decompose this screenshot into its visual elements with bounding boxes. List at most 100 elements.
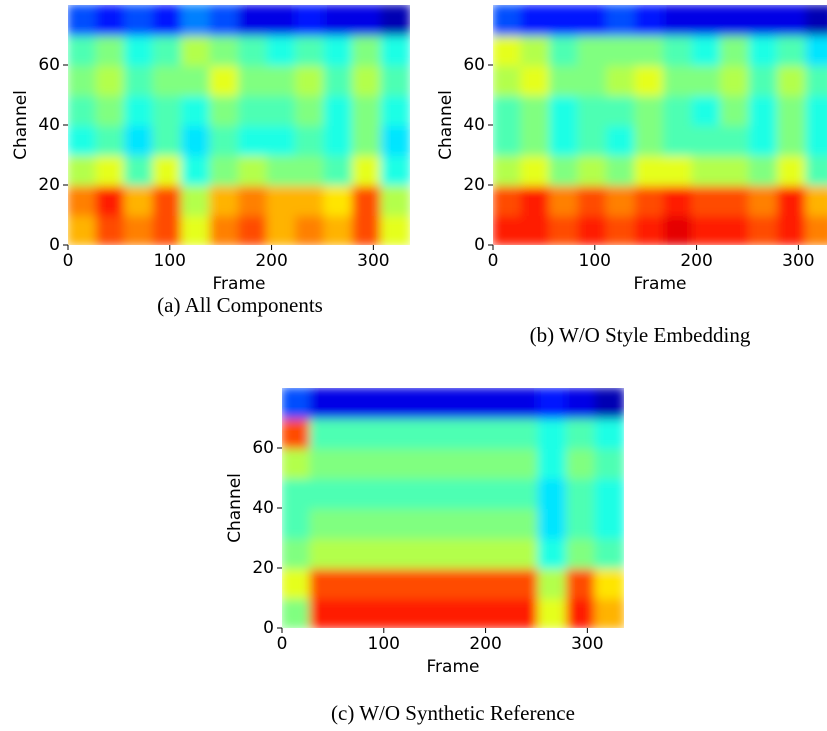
heatmap-cell <box>238 64 269 96</box>
heatmap-cell <box>805 184 827 216</box>
heatmap-cell <box>238 154 269 186</box>
heatmap-cell <box>566 477 597 509</box>
heatmap-cell <box>338 507 369 539</box>
heatmap-cell <box>537 417 568 449</box>
heatmap-cell <box>509 567 540 599</box>
heatmap-cell <box>594 567 624 599</box>
heatmap-cell <box>352 34 383 66</box>
heatmap-cell <box>181 214 212 245</box>
heatmap-cell <box>720 154 751 186</box>
heatmap-cell <box>423 477 454 509</box>
x-tick-label: 0 <box>63 251 74 271</box>
heatmap-cell <box>352 94 383 126</box>
heatmap-cell <box>480 477 511 509</box>
heatmap-cell <box>323 124 354 156</box>
heatmap-cell <box>452 447 483 479</box>
heatmap-cell <box>480 507 511 539</box>
heatmap-cell <box>152 214 183 245</box>
y-tick-label: 0 <box>474 235 485 255</box>
heatmap-cell <box>124 94 155 126</box>
heatmap-cell <box>295 64 326 96</box>
heatmap-cell <box>537 507 568 539</box>
heatmap-cell <box>68 64 98 96</box>
y-tick-label: 40 <box>463 115 485 135</box>
heatmap-cell <box>395 417 426 449</box>
heatmap-cell <box>691 124 722 156</box>
heatmap-cell <box>395 597 426 628</box>
heatmap-cell <box>748 184 779 216</box>
heatmap-cell <box>152 94 183 126</box>
heatmap-cell <box>691 214 722 245</box>
heatmap-cell <box>691 64 722 96</box>
heatmap <box>493 5 827 245</box>
heatmap-cell <box>95 94 126 126</box>
heatmap-cell <box>181 34 212 66</box>
heatmap-cell <box>537 597 568 628</box>
heatmap-cell <box>509 388 540 419</box>
heatmap-cell <box>520 94 551 126</box>
heatmap-cell <box>366 388 397 419</box>
heatmap-cell <box>238 214 269 245</box>
heatmap-cell <box>805 64 827 96</box>
heatmap-cell <box>537 567 568 599</box>
x-tick-label: 300 <box>357 251 389 271</box>
heatmap-cell <box>777 64 808 96</box>
heatmap-cell <box>209 124 240 156</box>
heatmap-cell <box>95 154 126 186</box>
heatmap-cell <box>452 567 483 599</box>
heatmap-cell <box>480 447 511 479</box>
heatmap-cell <box>295 94 326 126</box>
heatmap-cell <box>181 64 212 96</box>
heatmap-cell <box>266 184 297 216</box>
heatmap-cell <box>68 184 98 216</box>
heatmap-cell <box>493 154 523 186</box>
heatmap-cell <box>606 5 637 36</box>
heatmap-cell <box>309 417 340 449</box>
heatmap-cell <box>380 34 410 66</box>
x-axis-label: Frame <box>213 274 266 294</box>
heatmap-cell <box>748 214 779 245</box>
heatmap-cell <box>423 537 454 569</box>
y-tick-label: 20 <box>38 175 60 195</box>
heatmap-cell <box>480 567 511 599</box>
heatmap-cell <box>380 64 410 96</box>
heatmap-cell <box>606 154 637 186</box>
heatmap-cell <box>566 417 597 449</box>
heatmap-cell <box>152 34 183 66</box>
heatmap-cell <box>323 214 354 245</box>
heatmap-cell <box>720 5 751 36</box>
heatmap-cell <box>366 507 397 539</box>
heatmap-cell <box>663 184 694 216</box>
heatmap-cell <box>493 5 523 36</box>
heatmap-cell <box>238 34 269 66</box>
heatmap-cell <box>537 447 568 479</box>
heatmap-cell <box>720 34 751 66</box>
heatmap-cell <box>309 447 340 479</box>
heatmap-cell <box>577 154 608 186</box>
heatmap-cell <box>295 5 326 36</box>
heatmap-cell <box>663 154 694 186</box>
heatmap-cell <box>352 214 383 245</box>
heatmap <box>68 5 410 245</box>
heatmap-cell <box>352 184 383 216</box>
heatmap-cell <box>634 34 665 66</box>
heatmap-cell <box>577 184 608 216</box>
heatmap-cell <box>480 537 511 569</box>
heatmap-cell <box>124 64 155 96</box>
y-axis-label: Channel <box>225 473 245 543</box>
heatmap-cell <box>691 184 722 216</box>
heatmap-cell <box>634 184 665 216</box>
heatmap-cell <box>152 184 183 216</box>
x-axis-label: Frame <box>427 657 480 677</box>
heatmap-cell <box>748 124 779 156</box>
heatmap-cell <box>95 34 126 66</box>
heatmap-cell <box>124 214 155 245</box>
heatmap-cell <box>594 507 624 539</box>
heatmap-cell <box>209 94 240 126</box>
heatmap-cell <box>663 64 694 96</box>
heatmap-cell <box>338 537 369 569</box>
y-tick-label: 60 <box>463 55 485 75</box>
heatmap-cell <box>520 5 551 36</box>
heatmap-cell <box>566 447 597 479</box>
heatmap-cell <box>566 388 597 419</box>
